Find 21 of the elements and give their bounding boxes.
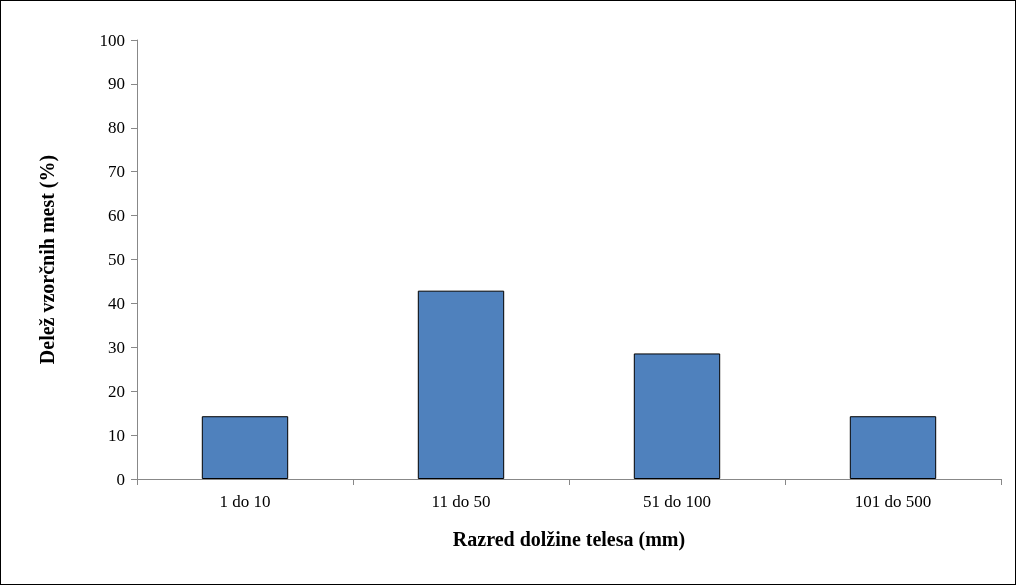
x-tick-label: 1 do 10 [219, 492, 271, 511]
x-tick-label: 11 do 50 [431, 492, 491, 511]
x-axis-title: Razred dolžine telesa (mm) [452, 528, 686, 551]
bar [201, 416, 289, 479]
bar [633, 353, 721, 479]
y-tick-label: 70 [108, 162, 125, 182]
y-tick-label: 100 [99, 30, 125, 50]
y-tick-label: 10 [108, 425, 125, 445]
bar [849, 416, 937, 479]
y-tick-label: 60 [108, 206, 125, 226]
y-tick-label: 20 [108, 381, 125, 401]
x-tick-label: 101 do 500 [854, 492, 932, 511]
y-tick-label: 50 [108, 250, 125, 269]
y-tick-label: 0 [116, 469, 125, 489]
y-tick-label: 40 [108, 293, 125, 313]
x-tick-label: 51 do 100 [643, 492, 711, 511]
y-axis-title: Delež vzorčnih mest (%) [36, 154, 59, 365]
bar [417, 290, 505, 479]
y-tick-label: 30 [108, 337, 125, 357]
y-tick-label: 90 [108, 74, 125, 94]
y-tick-label: 80 [108, 118, 125, 138]
